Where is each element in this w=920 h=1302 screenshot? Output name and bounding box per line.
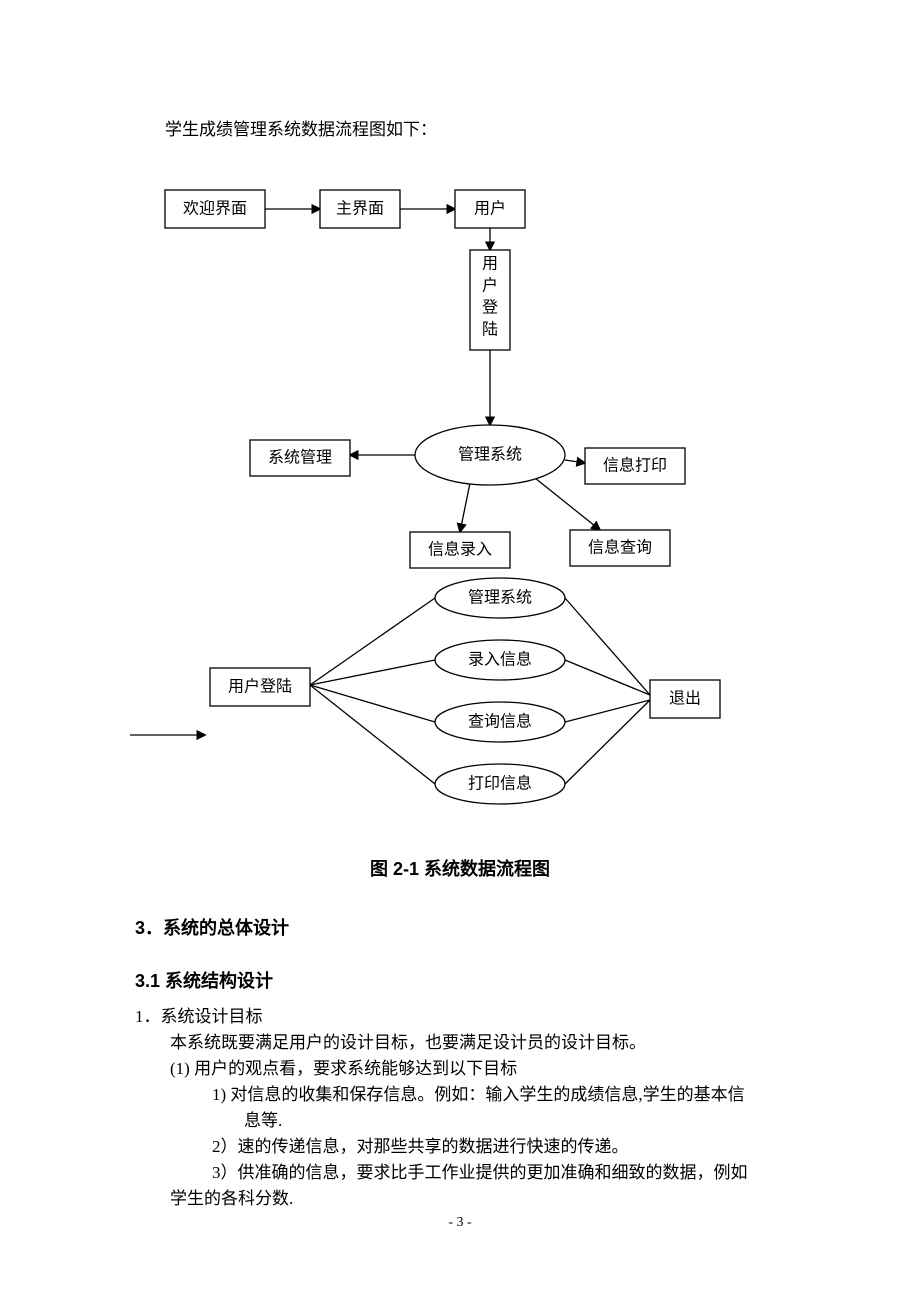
para-user-view: (1) 用户的观点看，要求系统能够达到以下目标 <box>170 1056 517 1082</box>
svg-text:信息录入: 信息录入 <box>428 541 492 559</box>
svg-text:信息打印: 信息打印 <box>603 457 667 475</box>
svg-text:管理系统: 管理系统 <box>458 446 522 464</box>
svg-text:用户: 用户 <box>474 200 506 218</box>
svg-text:管理系统: 管理系统 <box>468 589 532 607</box>
svg-text:录入信息: 录入信息 <box>468 651 532 669</box>
svg-text:主界面: 主界面 <box>336 200 384 218</box>
svg-text:用户登陆: 用户登陆 <box>228 678 292 696</box>
svg-text:用: 用 <box>482 256 498 273</box>
section-3-heading: 3．系统的总体设计 <box>135 914 289 940</box>
svg-text:户: 户 <box>482 277 498 295</box>
svg-text:陆: 陆 <box>482 321 498 339</box>
figure-caption: 图 2-1 系统数据流程图 <box>0 855 920 881</box>
para-collect-b: 息等. <box>244 1108 282 1134</box>
page-number: - 3 - <box>0 1215 920 1231</box>
svg-text:打印信息: 打印信息 <box>468 775 532 793</box>
svg-text:登: 登 <box>482 299 498 317</box>
section-3-1-heading: 3.1 系统结构设计 <box>135 967 273 993</box>
page: 学生成绩管理系统数据流程图如下： 欢迎界面主界面用户用户登陆管理系统系统管理信息… <box>0 0 920 1302</box>
para-transfer: 2）速的传递信息，对那些共享的数据进行快速的传递。 <box>212 1134 629 1160</box>
svg-text:查询信息: 查询信息 <box>468 713 532 731</box>
para-satisfy: 本系统既要满足用户的设计目标，也要满足设计员的设计目标。 <box>170 1030 646 1056</box>
para-accurate-b: 学生的各科分数. <box>170 1186 293 1212</box>
para-accurate-a: 3）供准确的信息，要求比手工作业提供的更加准确和细致的数据，例如 <box>212 1160 748 1186</box>
svg-text:系统管理: 系统管理 <box>268 449 332 467</box>
para-collect-a: 1) 对信息的收集和保存信息。例如：输入学生的成绩信息,学生的基本信 <box>212 1082 745 1108</box>
svg-text:信息查询: 信息查询 <box>588 539 652 557</box>
svg-text:退出: 退出 <box>669 690 701 708</box>
svg-text:欢迎界面: 欢迎界面 <box>183 200 247 218</box>
para-design-goal: 1．系统设计目标 <box>135 1004 263 1030</box>
flowchart-diagram: 欢迎界面主界面用户用户登陆管理系统系统管理信息打印信息录入信息查询用户登陆退出管… <box>0 0 920 840</box>
